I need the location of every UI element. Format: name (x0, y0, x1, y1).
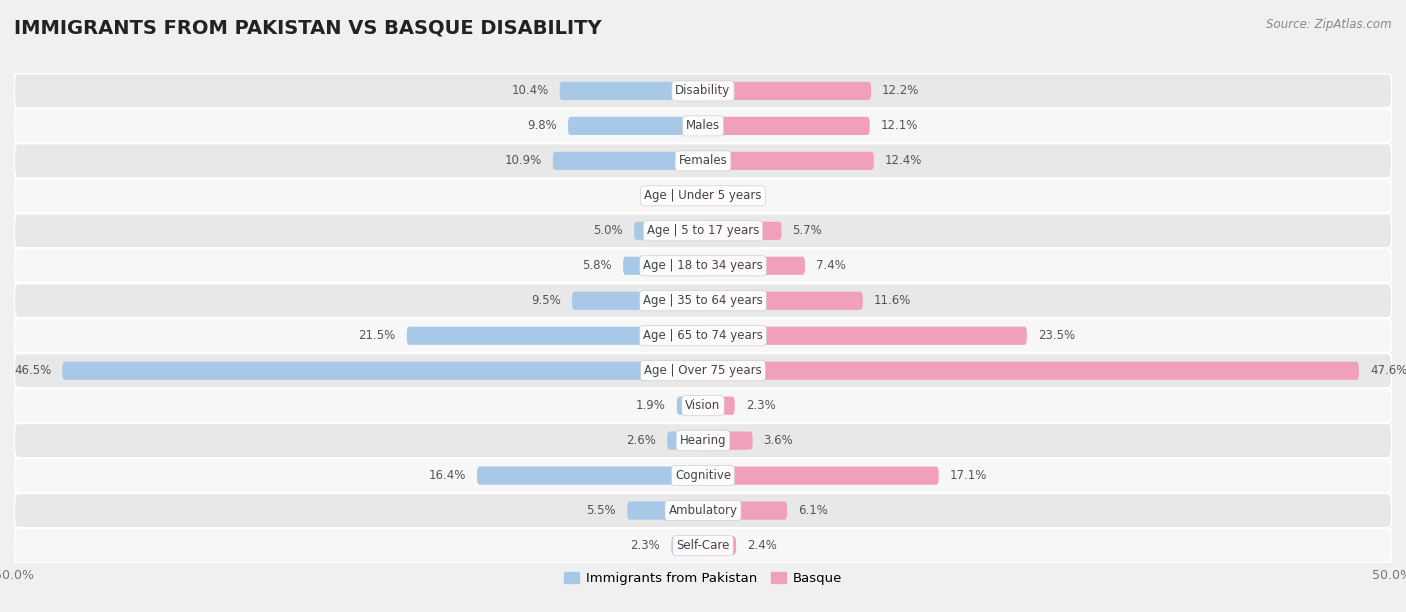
Text: Self-Care: Self-Care (676, 539, 730, 552)
Text: Age | 18 to 34 years: Age | 18 to 34 years (643, 259, 763, 272)
FancyBboxPatch shape (14, 108, 1392, 143)
Text: Age | Over 75 years: Age | Over 75 years (644, 364, 762, 377)
FancyBboxPatch shape (14, 458, 1392, 493)
FancyBboxPatch shape (627, 501, 703, 520)
Text: 1.3%: 1.3% (733, 189, 762, 203)
FancyBboxPatch shape (406, 327, 703, 345)
Text: 1.1%: 1.1% (647, 189, 676, 203)
Text: 2.3%: 2.3% (630, 539, 661, 552)
Text: Hearing: Hearing (679, 434, 727, 447)
FancyBboxPatch shape (623, 256, 703, 275)
FancyBboxPatch shape (477, 466, 703, 485)
Text: IMMIGRANTS FROM PAKISTAN VS BASQUE DISABILITY: IMMIGRANTS FROM PAKISTAN VS BASQUE DISAB… (14, 18, 602, 37)
Text: Males: Males (686, 119, 720, 132)
FancyBboxPatch shape (703, 466, 939, 485)
FancyBboxPatch shape (676, 397, 703, 415)
FancyBboxPatch shape (14, 388, 1392, 423)
FancyBboxPatch shape (703, 117, 870, 135)
Text: 9.5%: 9.5% (531, 294, 561, 307)
FancyBboxPatch shape (688, 187, 703, 205)
FancyBboxPatch shape (14, 248, 1392, 283)
FancyBboxPatch shape (568, 117, 703, 135)
FancyBboxPatch shape (572, 292, 703, 310)
Legend: Immigrants from Pakistan, Basque: Immigrants from Pakistan, Basque (558, 567, 848, 591)
Text: 5.0%: 5.0% (593, 225, 623, 237)
FancyBboxPatch shape (14, 283, 1392, 318)
Text: 3.6%: 3.6% (763, 434, 793, 447)
Text: 2.3%: 2.3% (745, 399, 776, 412)
Text: Source: ZipAtlas.com: Source: ZipAtlas.com (1267, 18, 1392, 31)
Text: 12.1%: 12.1% (880, 119, 918, 132)
Text: 1.9%: 1.9% (636, 399, 666, 412)
Text: Age | 5 to 17 years: Age | 5 to 17 years (647, 225, 759, 237)
Text: 12.2%: 12.2% (882, 84, 920, 97)
Text: Age | 35 to 64 years: Age | 35 to 64 years (643, 294, 763, 307)
Text: 10.4%: 10.4% (512, 84, 548, 97)
Text: 46.5%: 46.5% (14, 364, 51, 377)
FancyBboxPatch shape (703, 152, 875, 170)
Text: 2.6%: 2.6% (626, 434, 657, 447)
FancyBboxPatch shape (14, 178, 1392, 214)
FancyBboxPatch shape (703, 431, 752, 450)
FancyBboxPatch shape (703, 501, 787, 520)
Text: Age | 65 to 74 years: Age | 65 to 74 years (643, 329, 763, 342)
Text: Ambulatory: Ambulatory (668, 504, 738, 517)
FancyBboxPatch shape (703, 537, 737, 554)
Text: 6.1%: 6.1% (799, 504, 828, 517)
FancyBboxPatch shape (14, 143, 1392, 178)
Text: 5.8%: 5.8% (582, 259, 612, 272)
FancyBboxPatch shape (703, 327, 1026, 345)
FancyBboxPatch shape (703, 362, 1358, 380)
FancyBboxPatch shape (703, 222, 782, 240)
Text: 12.4%: 12.4% (884, 154, 922, 167)
Text: Vision: Vision (685, 399, 721, 412)
FancyBboxPatch shape (14, 493, 1392, 528)
FancyBboxPatch shape (703, 292, 863, 310)
Text: 10.9%: 10.9% (505, 154, 541, 167)
FancyBboxPatch shape (671, 537, 703, 554)
FancyBboxPatch shape (14, 214, 1392, 248)
Text: Disability: Disability (675, 84, 731, 97)
FancyBboxPatch shape (703, 397, 735, 415)
FancyBboxPatch shape (668, 431, 703, 450)
FancyBboxPatch shape (14, 528, 1392, 563)
FancyBboxPatch shape (14, 318, 1392, 353)
Text: Age | Under 5 years: Age | Under 5 years (644, 189, 762, 203)
FancyBboxPatch shape (14, 423, 1392, 458)
Text: 9.8%: 9.8% (527, 119, 557, 132)
FancyBboxPatch shape (703, 187, 721, 205)
Text: 2.4%: 2.4% (747, 539, 778, 552)
FancyBboxPatch shape (703, 256, 806, 275)
Text: Cognitive: Cognitive (675, 469, 731, 482)
FancyBboxPatch shape (14, 73, 1392, 108)
Text: 5.7%: 5.7% (793, 225, 823, 237)
FancyBboxPatch shape (62, 362, 703, 380)
Text: 17.1%: 17.1% (949, 469, 987, 482)
FancyBboxPatch shape (553, 152, 703, 170)
Text: 5.5%: 5.5% (586, 504, 616, 517)
FancyBboxPatch shape (14, 353, 1392, 388)
Text: 16.4%: 16.4% (429, 469, 465, 482)
FancyBboxPatch shape (703, 82, 872, 100)
FancyBboxPatch shape (560, 82, 703, 100)
Text: Females: Females (679, 154, 727, 167)
Text: 23.5%: 23.5% (1038, 329, 1076, 342)
Text: 7.4%: 7.4% (815, 259, 846, 272)
Text: 21.5%: 21.5% (359, 329, 395, 342)
FancyBboxPatch shape (634, 222, 703, 240)
Text: 11.6%: 11.6% (875, 294, 911, 307)
Text: 47.6%: 47.6% (1369, 364, 1406, 377)
